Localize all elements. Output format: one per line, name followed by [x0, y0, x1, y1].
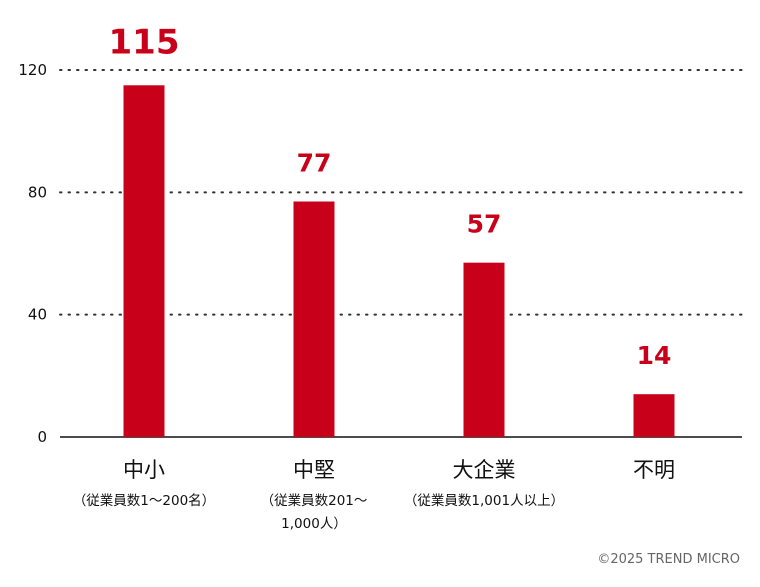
x-axis-categories: 中小 （従業員数1～200名） 中堅 （従業員数201～ 1,000人） 大企業 （従業員数… [73, 458, 675, 532]
bar [293, 201, 335, 437]
category-sublabel: （従業員数201～ [261, 493, 368, 509]
category-label: 中堅 [293, 458, 335, 482]
category-label: 大企業 [453, 458, 516, 482]
category-sublabel: （従業員数1,001人以上） [404, 493, 564, 509]
bar [633, 394, 675, 437]
bar [123, 85, 165, 438]
data-label: 77 [297, 149, 332, 178]
category-label: 中小 [123, 458, 165, 482]
data-label: 14 [637, 341, 672, 370]
y-tick-label: 80 [28, 183, 47, 201]
category-sublabel: 1,000人） [281, 516, 347, 532]
copyright-notice: ©2025 TREND MICRO [597, 552, 740, 567]
data-labels: 115 77 57 14 [109, 22, 672, 370]
category-sublabel: （従業員数1～200名） [73, 493, 215, 509]
y-tick-label: 40 [28, 306, 47, 324]
category-label: 不明 [633, 458, 675, 482]
bars [123, 85, 675, 438]
y-axis-ticks: 0 40 80 120 [18, 61, 47, 446]
gridlines [59, 69, 743, 316]
data-label: 115 [109, 22, 180, 62]
y-tick-label: 120 [18, 61, 47, 79]
data-label: 57 [467, 210, 502, 239]
y-tick-label: 0 [37, 428, 47, 446]
bar [463, 262, 505, 437]
